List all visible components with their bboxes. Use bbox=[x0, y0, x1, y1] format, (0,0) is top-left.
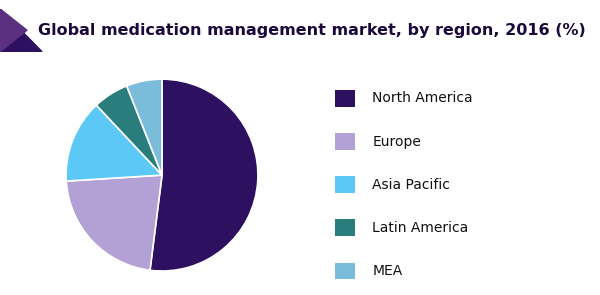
Text: Asia Pacific: Asia Pacific bbox=[373, 178, 451, 192]
Text: North America: North America bbox=[373, 91, 473, 105]
Bar bbox=[335, 263, 355, 279]
Bar bbox=[335, 90, 355, 107]
Wedge shape bbox=[97, 86, 162, 175]
Text: Global medication management market, by region, 2016 (%): Global medication management market, by … bbox=[38, 23, 586, 38]
Text: Latin America: Latin America bbox=[373, 221, 469, 235]
Wedge shape bbox=[150, 79, 258, 271]
Text: MEA: MEA bbox=[373, 264, 403, 278]
Polygon shape bbox=[0, 9, 27, 52]
Bar bbox=[335, 219, 355, 236]
Wedge shape bbox=[66, 105, 162, 181]
Wedge shape bbox=[127, 79, 162, 175]
Text: Europe: Europe bbox=[373, 135, 421, 148]
Polygon shape bbox=[0, 9, 42, 52]
Bar bbox=[335, 176, 355, 193]
Wedge shape bbox=[66, 175, 162, 270]
Bar bbox=[335, 133, 355, 150]
